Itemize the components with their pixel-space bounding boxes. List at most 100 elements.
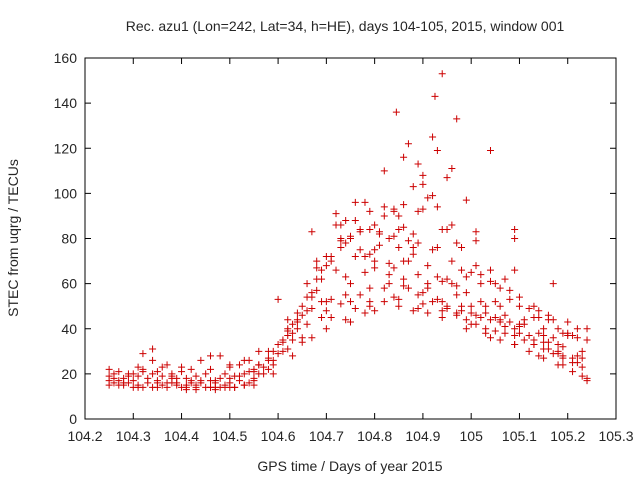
- data-point: [105, 365, 113, 373]
- data-point: [583, 325, 591, 333]
- data-point: [380, 284, 388, 292]
- data-point: [207, 377, 215, 385]
- data-point: [472, 311, 480, 319]
- data-point: [472, 237, 480, 245]
- data-point: [482, 309, 490, 317]
- data-point: [207, 383, 215, 391]
- data-point: [322, 253, 330, 261]
- data-point: [173, 381, 181, 389]
- data-point: [149, 370, 157, 378]
- data-point: [559, 343, 567, 351]
- data-point: [105, 372, 113, 380]
- data-point: [279, 347, 287, 355]
- data-point: [400, 275, 408, 283]
- y-tick-label: 140: [54, 95, 78, 111]
- data-point: [486, 147, 494, 155]
- data-point: [347, 298, 354, 306]
- x-tick-label: 105: [460, 428, 484, 444]
- data-point: [583, 377, 591, 385]
- data-point: [380, 203, 388, 211]
- data-point: [462, 196, 470, 204]
- data-point: [182, 386, 190, 394]
- data-point: [264, 365, 272, 373]
- chart-title: Rec. azu1 (Lon=242, Lat=34, h=HE), days …: [126, 18, 565, 34]
- data-point: [129, 383, 137, 391]
- data-point: [250, 381, 258, 389]
- data-point: [472, 228, 480, 236]
- data-point: [293, 316, 301, 324]
- data-point: [221, 370, 229, 378]
- data-point: [467, 309, 475, 317]
- data-point: [501, 311, 509, 319]
- data-point: [395, 244, 403, 252]
- data-point: [453, 282, 461, 290]
- data-point: [419, 171, 427, 179]
- data-point: [284, 316, 292, 324]
- data-point: [395, 295, 403, 303]
- data-point: [540, 325, 548, 333]
- data-point: [438, 313, 446, 321]
- data-point: [380, 167, 388, 175]
- data-point: [153, 368, 161, 376]
- data-point: [371, 246, 379, 254]
- data-point: [511, 325, 519, 333]
- data-point: [361, 309, 369, 317]
- y-tick-label: 120: [54, 140, 78, 156]
- data-point: [501, 329, 509, 337]
- data-points: [105, 70, 591, 394]
- data-point: [559, 329, 567, 337]
- data-point: [264, 347, 272, 355]
- data-point: [274, 341, 282, 349]
- data-point: [496, 336, 504, 344]
- data-point: [467, 268, 475, 276]
- data-point: [467, 320, 475, 328]
- data-point: [482, 329, 490, 337]
- data-point: [540, 332, 548, 340]
- data-point: [390, 232, 398, 240]
- data-point: [438, 277, 446, 285]
- data-point: [380, 298, 388, 306]
- data-point: [400, 257, 408, 265]
- data-point: [308, 334, 316, 342]
- data-point: [293, 325, 301, 333]
- data-point: [245, 368, 253, 376]
- data-point: [559, 352, 567, 360]
- data-point: [443, 225, 451, 233]
- data-point: [491, 327, 499, 335]
- data-point: [313, 257, 321, 265]
- data-point: [414, 304, 422, 312]
- data-point: [443, 304, 451, 312]
- data-point: [332, 266, 340, 274]
- data-point: [139, 383, 147, 391]
- data-point: [342, 273, 350, 281]
- data-point: [501, 275, 509, 283]
- data-point: [240, 381, 248, 389]
- data-point: [158, 381, 166, 389]
- data-point: [149, 345, 157, 353]
- data-point: [182, 374, 190, 382]
- data-point: [351, 253, 359, 261]
- data-point: [448, 280, 456, 288]
- data-point: [342, 216, 350, 224]
- data-point: [424, 280, 432, 288]
- data-point: [515, 320, 523, 328]
- data-point: [197, 379, 205, 387]
- data-point: [240, 370, 248, 378]
- data-point: [298, 338, 306, 346]
- data-point: [129, 377, 137, 385]
- data-point: [289, 320, 297, 328]
- x-tick-label: 104.9: [405, 428, 440, 444]
- data-point: [390, 293, 398, 301]
- data-point: [400, 153, 408, 161]
- data-point: [549, 316, 557, 324]
- data-point: [491, 298, 499, 306]
- data-point: [245, 379, 253, 387]
- data-point: [486, 316, 494, 324]
- data-point: [392, 108, 400, 116]
- data-point: [453, 291, 461, 299]
- data-point: [515, 293, 523, 301]
- data-point: [511, 235, 519, 242]
- data-point: [395, 225, 403, 233]
- data-point: [337, 244, 345, 252]
- data-point: [260, 363, 268, 371]
